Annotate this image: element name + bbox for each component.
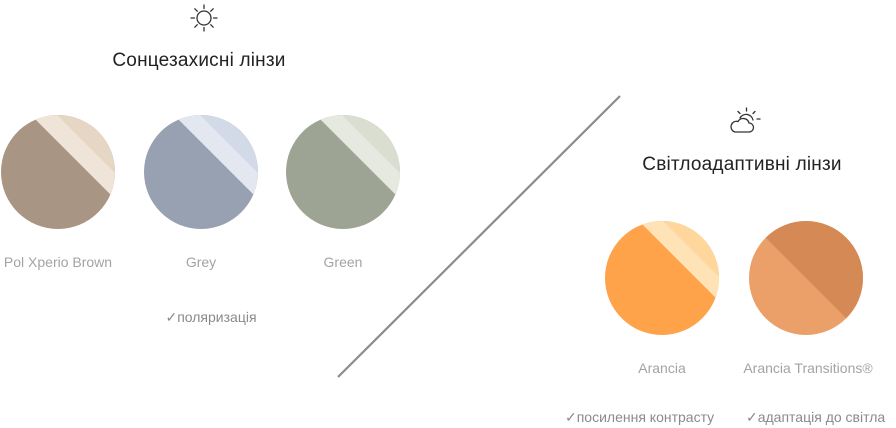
lens-pol-xperio-brown[interactable] xyxy=(0,114,116,230)
sun-cloud-icon xyxy=(726,106,764,143)
feature-contrast: ✓посилення контрасту xyxy=(565,409,714,427)
feature-light-adaptation: ✓адаптація до світла xyxy=(746,409,885,427)
feature-polarization: ✓поляризація xyxy=(165,309,257,325)
lens-green[interactable] xyxy=(285,114,401,230)
lens-arancia[interactable] xyxy=(604,220,720,336)
photochromic-title: Світлоадаптивні лінзи xyxy=(642,154,842,175)
feature-contrast-label: ✓посилення контрасту xyxy=(565,409,715,425)
lens-label-arancia: Arancia xyxy=(638,360,686,376)
feature-light-adaptation-label: ✓адаптація до світла xyxy=(746,409,886,425)
sun-icon xyxy=(187,3,221,38)
lens-label-arancia-transitions: Arancia Transitions® xyxy=(743,360,873,376)
sunglasses-title: Сонцезахисні лінзи xyxy=(112,50,286,71)
lens-label-green: Green xyxy=(323,254,363,270)
lens-arancia-transitions[interactable] xyxy=(748,220,864,336)
lens-label-grey: Grey xyxy=(185,254,217,270)
lens-label-pol-xperio-brown: Pol Xperio Brown xyxy=(3,254,113,270)
lens-grey[interactable] xyxy=(143,114,259,230)
